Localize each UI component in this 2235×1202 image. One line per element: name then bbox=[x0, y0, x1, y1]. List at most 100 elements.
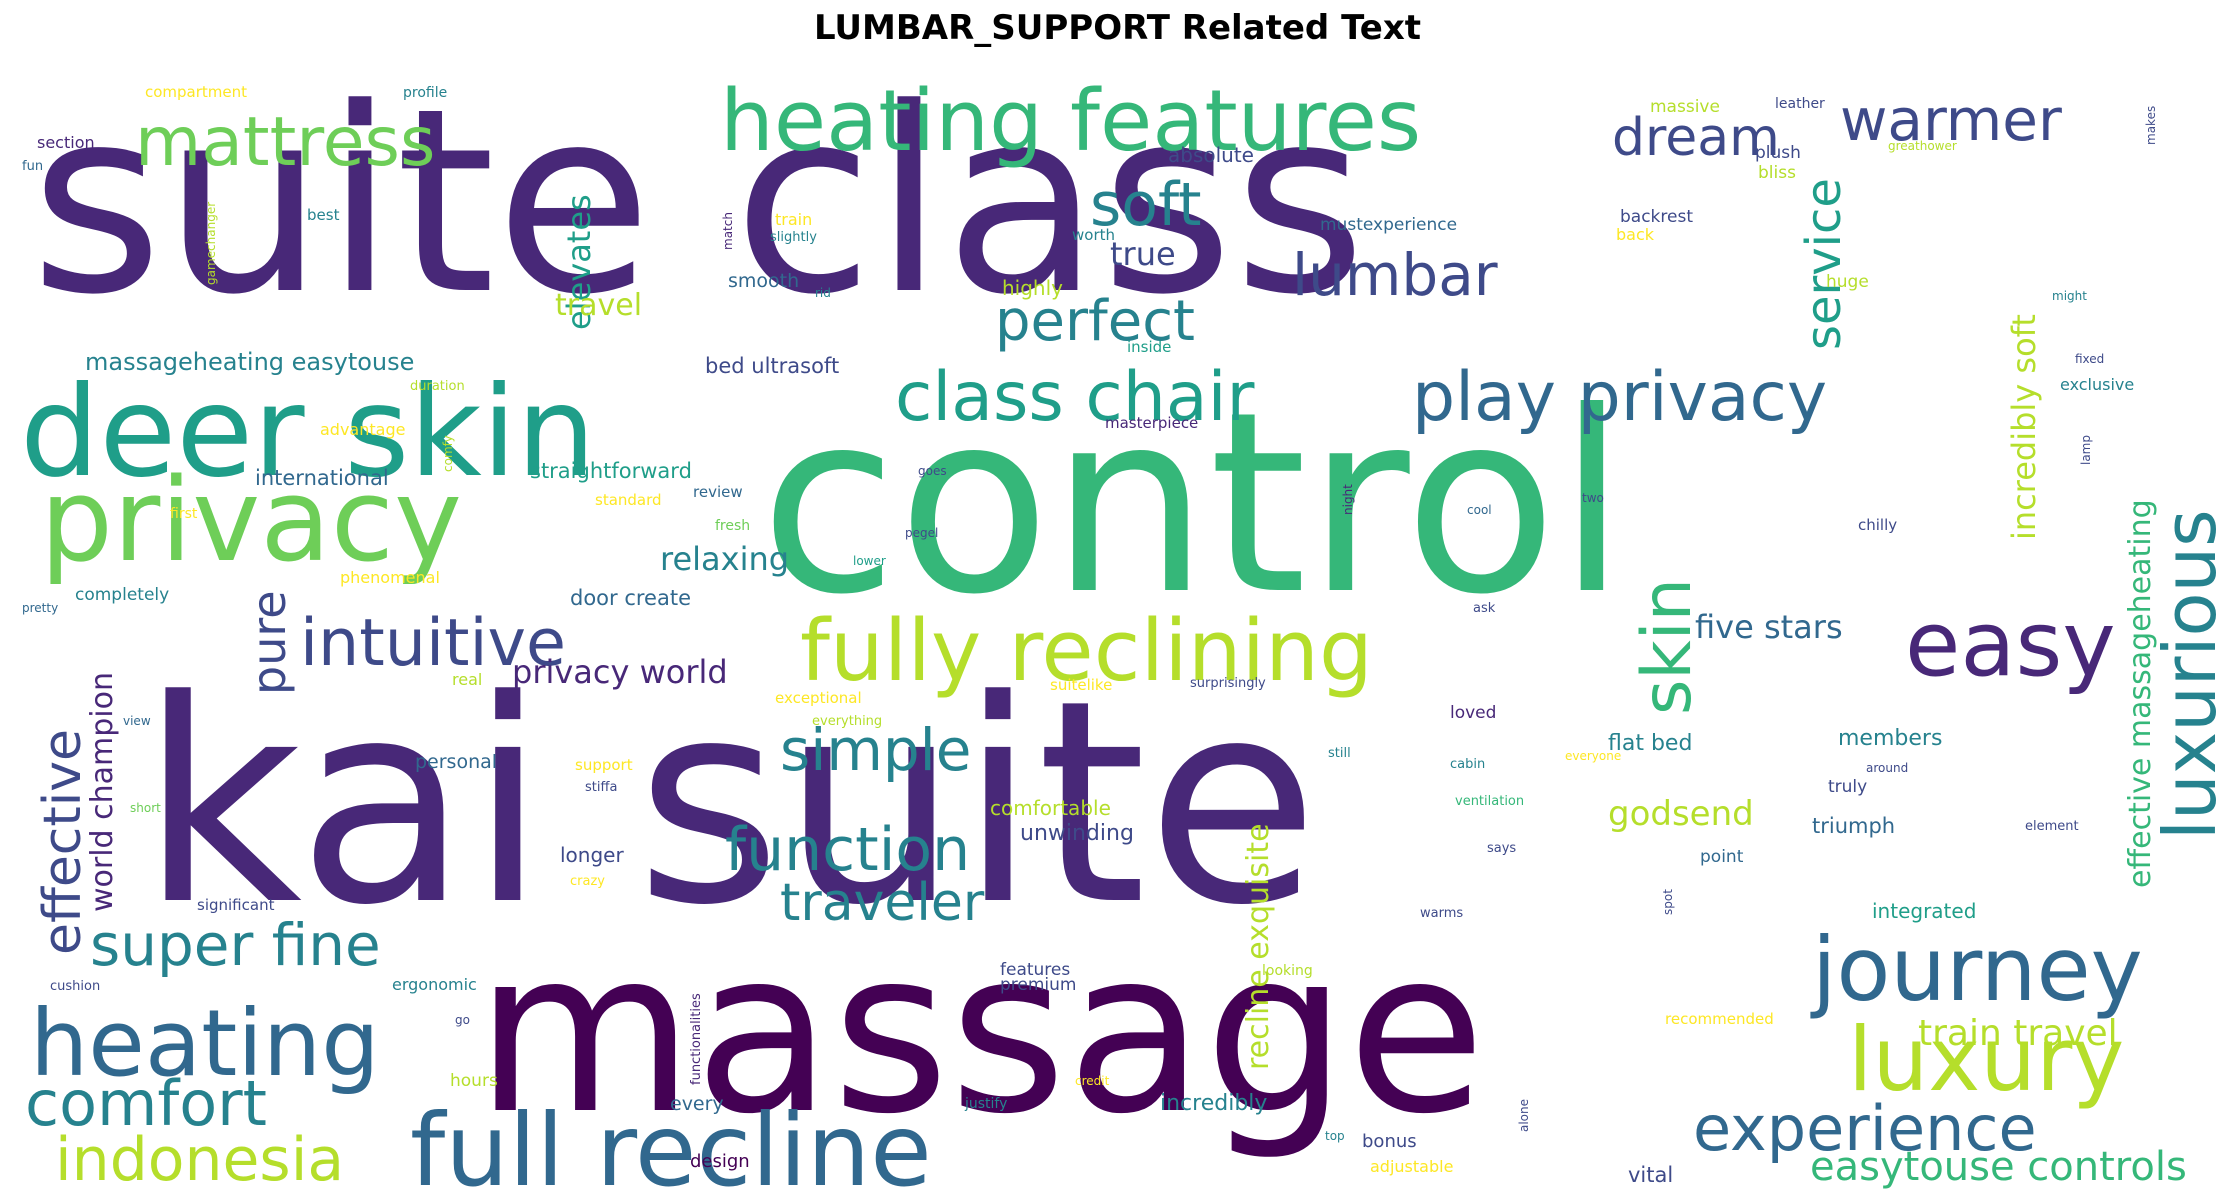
cloud-word-comfort: comfort bbox=[25, 1067, 267, 1140]
cloud-word-indonesia: indonesia bbox=[55, 1125, 344, 1195]
cloud-word-personal: personal bbox=[415, 751, 497, 773]
cloud-word-world-champion: world champion bbox=[85, 672, 120, 912]
cloud-word-still: still bbox=[1328, 746, 1351, 761]
cloud-word-lumbar: lumbar bbox=[1292, 241, 1498, 309]
cloud-word-luxury: luxury bbox=[1848, 1008, 2124, 1111]
cloud-word-absolute: absolute bbox=[1168, 143, 1254, 167]
cloud-word-cabin: cabin bbox=[1450, 757, 1485, 772]
cloud-word-flat-bed: flat bed bbox=[1608, 731, 1692, 756]
cloud-word-warmer: warmer bbox=[1840, 86, 2062, 154]
cloud-word-lower: lower bbox=[853, 554, 886, 568]
cloud-word-spot: spot bbox=[1661, 889, 1675, 915]
cloud-word-class-chair: class chair bbox=[895, 358, 1254, 437]
cloud-word-door-create: door create bbox=[570, 586, 691, 610]
cloud-word-real: real bbox=[452, 670, 482, 689]
cloud-word-international: international bbox=[255, 466, 389, 490]
cloud-word-highly: highly bbox=[1002, 276, 1063, 300]
cloud-word-short: short bbox=[130, 801, 161, 815]
cloud-word-chilly: chilly bbox=[1858, 516, 1897, 534]
cloud-word-back: back bbox=[1616, 225, 1655, 244]
cloud-word-dream: dream bbox=[1612, 108, 1780, 168]
cloud-word-makes: makes bbox=[2144, 106, 2158, 145]
cloud-word-best: best bbox=[307, 206, 340, 224]
cloud-word-deer-skin: deer skin bbox=[20, 360, 596, 505]
cloud-word-adjustable: adjustable bbox=[1370, 1157, 1453, 1176]
cloud-word-exceptional: exceptional bbox=[775, 689, 862, 707]
cloud-word-super-fine: super fine bbox=[90, 911, 381, 979]
cloud-word-stiffa: stiffa bbox=[585, 780, 617, 795]
cloud-word-functionalities: functionalities bbox=[689, 993, 704, 1085]
cloud-word-comfortable: comfortable bbox=[990, 796, 1111, 820]
cloud-word-privacy: privacy bbox=[40, 454, 462, 588]
cloud-word-around: around bbox=[1866, 761, 1908, 775]
cloud-word-says: says bbox=[1487, 841, 1516, 856]
cloud-word-go: go bbox=[455, 1013, 470, 1027]
cloud-word-service: service bbox=[1796, 178, 1852, 350]
cloud-word-fun: fun bbox=[22, 159, 43, 174]
cloud-word-warms: warms bbox=[1420, 906, 1463, 921]
cloud-word-true: true bbox=[1110, 235, 1176, 273]
cloud-word-cushion: cushion bbox=[50, 979, 100, 994]
cloud-word-effective-massageheating: effective massageheating bbox=[2123, 499, 2158, 888]
cloud-word-heating: heating bbox=[30, 990, 380, 1097]
cloud-word-massage: massage bbox=[475, 902, 1486, 1164]
cloud-word-suitelike: suitelike bbox=[1050, 676, 1112, 694]
cloud-word-greathower: greathower bbox=[1888, 139, 1957, 153]
cloud-word-every: every bbox=[670, 1093, 724, 1115]
cloud-word-support: support bbox=[575, 756, 633, 774]
cloud-word-slightly: slightly bbox=[770, 230, 817, 245]
cloud-word-bliss: bliss bbox=[1758, 163, 1796, 183]
cloud-word-everything: everything bbox=[812, 714, 882, 729]
cloud-word-loved: loved bbox=[1450, 703, 1496, 723]
cloud-word-godsend: godsend bbox=[1608, 794, 1754, 834]
cloud-word-top: top bbox=[1325, 1129, 1345, 1143]
cloud-word-crazy: crazy bbox=[570, 874, 605, 889]
cloud-word-massageheating-easytouse: massageheating easytouse bbox=[85, 348, 414, 376]
cloud-word-integrated: integrated bbox=[1872, 899, 1976, 923]
cloud-word-soft: soft bbox=[1090, 170, 1202, 240]
cloud-word-exclusive: exclusive bbox=[2060, 375, 2134, 394]
cloud-word-night: night bbox=[1341, 484, 1355, 515]
cloud-word-kai-suite: kai suite bbox=[140, 641, 1319, 967]
cloud-word-alone: alone bbox=[1517, 1099, 1531, 1132]
cloud-word-mustexperience: mustexperience bbox=[1320, 215, 1457, 235]
cloud-word-simple: simple bbox=[780, 716, 971, 784]
cloud-word-masterpiece: masterpiece bbox=[1105, 414, 1198, 432]
cloud-word-review: review bbox=[693, 483, 743, 501]
cloud-word-unwinding: unwinding bbox=[1020, 821, 1134, 846]
cloud-word-elevates: elevates bbox=[560, 194, 598, 330]
cloud-word-hours: hours bbox=[450, 1071, 498, 1091]
cloud-word-view: view bbox=[123, 714, 151, 728]
cloud-word-element: element bbox=[2025, 819, 2079, 834]
cloud-word-full-recline: full recline bbox=[410, 1092, 932, 1202]
cloud-word-function: function bbox=[725, 815, 970, 885]
cloud-word-longer: longer bbox=[560, 843, 624, 867]
cloud-word-bonus: bonus bbox=[1362, 1131, 1417, 1152]
cloud-word-pegel: pegel bbox=[905, 526, 938, 540]
cloud-word-effective: effective bbox=[33, 729, 93, 955]
cloud-word-vital: vital bbox=[1628, 1163, 1673, 1187]
cloud-word-huge: huge bbox=[1826, 272, 1869, 292]
cloud-word-play-privacy: play privacy bbox=[1412, 358, 1827, 437]
cloud-word-ergonomic: ergonomic bbox=[392, 975, 477, 994]
cloud-word-rid: rid bbox=[815, 286, 831, 300]
cloud-word-train-travel: train travel bbox=[1918, 1013, 2118, 1054]
cloud-word-completely: completely bbox=[75, 585, 169, 605]
cloud-word-surprisingly: surprisingly bbox=[1190, 676, 1266, 691]
cloud-word-leather: leather bbox=[1775, 96, 1825, 112]
cloud-word-significant: significant bbox=[197, 896, 275, 914]
cloud-word-plush: plush bbox=[1755, 143, 1801, 163]
cloud-word-pure: pure bbox=[242, 590, 296, 695]
cloud-word-straightforward: straightforward bbox=[530, 459, 692, 483]
cloud-word-lamp: lamp bbox=[2079, 435, 2093, 465]
cloud-word-relaxing: relaxing bbox=[660, 540, 789, 578]
cloud-word-justify: justify bbox=[964, 1096, 1007, 1112]
cloud-word-experience: experience bbox=[1693, 1092, 2037, 1165]
cloud-word-match: match bbox=[721, 212, 735, 250]
cloud-word-might: might bbox=[2052, 289, 2087, 303]
cloud-word-five-stars: five stars bbox=[1695, 608, 1843, 646]
cloud-word-control: control bbox=[760, 358, 1627, 649]
cloud-word-compartment: compartment bbox=[145, 83, 247, 101]
cloud-word-massive: massive bbox=[1650, 97, 1720, 117]
